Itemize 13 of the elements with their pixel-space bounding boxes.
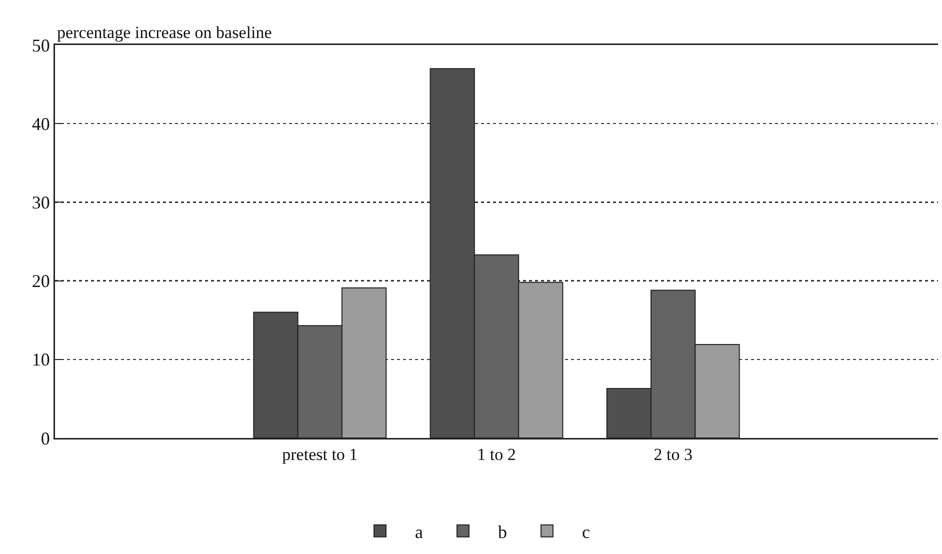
x-tick-label: 2 to 3 — [654, 444, 692, 464]
y-tick-label: 30 — [32, 192, 50, 212]
y-tick-label: 0 — [40, 428, 50, 448]
legend-label: b — [498, 522, 508, 542]
x-tick-label: 1 to 2 — [477, 444, 516, 464]
y-tick-label: 40 — [32, 114, 50, 134]
y-axis-title: percentage increase on baseline — [57, 23, 272, 42]
y-tick-label: 10 — [32, 350, 50, 370]
legend-label: c — [582, 522, 590, 542]
y-tick-label: 20 — [32, 271, 50, 292]
y-tick-label: 50 — [32, 35, 50, 56]
x-tick-label: pretest to 1 — [282, 444, 358, 464]
legend-label: a — [415, 522, 424, 542]
